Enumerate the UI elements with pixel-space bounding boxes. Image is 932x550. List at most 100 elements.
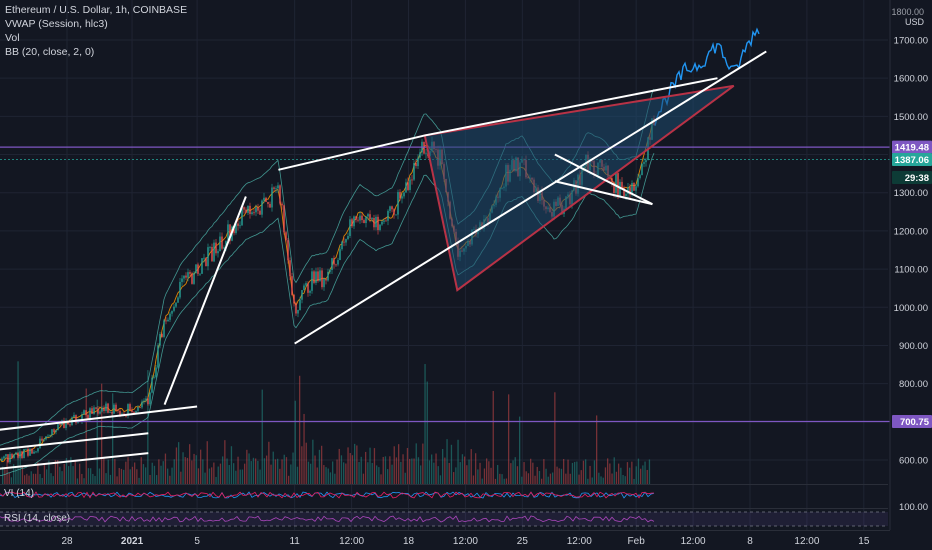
candle-body	[15, 452, 17, 455]
volume-bar	[303, 413, 305, 484]
volume-bar	[369, 447, 371, 484]
volume-bar	[420, 465, 422, 484]
volume-bar	[307, 461, 310, 484]
volume-bar	[466, 465, 468, 484]
candle-body	[309, 290, 311, 293]
vwap-legend[interactable]: VWAP (Session, hlc3)	[5, 18, 108, 30]
trendline-drawings[interactable]	[0, 50, 767, 475]
candle-body	[115, 404, 117, 411]
volume-bar	[314, 455, 316, 484]
candle-body	[623, 187, 625, 196]
symbol-title[interactable]: Ethereum / U.S. Dollar, 1h, COINBASE	[5, 4, 188, 16]
volume-bar	[195, 455, 197, 484]
candle-body	[163, 320, 165, 337]
candle-body	[3, 456, 5, 459]
vi-pane-label[interactable]: VI (14)	[4, 488, 35, 499]
candle-body	[185, 275, 187, 278]
vol-legend[interactable]: Vol	[5, 32, 20, 44]
volume-bar	[468, 459, 470, 484]
candle-body	[53, 429, 55, 432]
candle-body	[73, 415, 75, 418]
candle-body	[135, 410, 137, 413]
candle-body	[341, 241, 343, 250]
candle-body	[111, 411, 113, 414]
candle-body	[119, 410, 121, 416]
y-tick-label: 1200.00	[894, 226, 928, 237]
volume-bar	[422, 443, 424, 484]
candle-body	[621, 181, 623, 188]
volume-bar	[268, 441, 270, 484]
candle-body	[209, 246, 211, 248]
volume-bar	[380, 474, 382, 484]
candle-body	[205, 257, 207, 267]
candle-body	[289, 260, 291, 277]
volume-bar	[48, 460, 50, 484]
rsi-pane-label[interactable]: RSI (14, close)	[4, 513, 71, 524]
volume-bar	[354, 443, 356, 484]
volume-bar	[459, 462, 461, 484]
candle-body	[631, 182, 633, 195]
candle-body	[365, 216, 367, 224]
volume-bar	[400, 461, 402, 484]
volume-bar	[112, 393, 114, 484]
volume-bar	[556, 466, 558, 484]
volume-bar	[406, 447, 409, 484]
price-axis[interactable]: 600.00700.00800.00900.001000.001100.0012…	[889, 0, 932, 550]
volume-bar	[347, 447, 349, 484]
candle-body	[637, 178, 639, 187]
candle-body	[383, 220, 385, 222]
volume-bar	[609, 463, 611, 484]
volume-bar	[376, 465, 378, 484]
volume-bar	[167, 468, 169, 484]
candle-body	[615, 173, 617, 193]
currency-text: USD	[904, 17, 924, 27]
volume-bar	[171, 467, 173, 484]
volume-bar	[149, 474, 151, 484]
candle-body	[293, 294, 295, 304]
volume-bar	[336, 459, 338, 484]
volume-bar	[145, 467, 147, 484]
volume-bar	[285, 457, 288, 484]
candle-body	[329, 269, 331, 272]
volume-bar	[503, 478, 505, 484]
volume-bar	[114, 459, 116, 484]
rsi-band	[0, 512, 888, 526]
candle-body	[153, 376, 155, 378]
candle-body	[303, 285, 305, 291]
volume-bar	[237, 456, 239, 484]
volume-bar	[241, 469, 244, 484]
candle-body	[403, 192, 405, 197]
candle-body	[197, 264, 199, 274]
price-label-text: 700.75	[900, 417, 930, 428]
candle-body	[377, 216, 379, 231]
volume-bar	[239, 469, 241, 484]
candle-body	[55, 430, 57, 432]
bb-legend[interactable]: BB (20, close, 2, 0)	[5, 46, 95, 58]
candle-body	[267, 201, 269, 204]
volume-bar	[387, 469, 389, 484]
volume-bar	[325, 467, 327, 484]
candle-body	[17, 452, 19, 458]
time-axis[interactable]: 28 2021 5 11 12:00 18 12:00 25 12:00 Feb 12:00 8 12:…	[0, 530, 890, 548]
candle-body	[93, 407, 95, 414]
volume-bar	[28, 475, 30, 484]
candle-body	[333, 258, 335, 265]
candle-body	[311, 271, 313, 291]
candle-body	[407, 182, 409, 190]
volume-bar	[200, 449, 202, 484]
candle-body	[253, 212, 255, 214]
volume-bar	[426, 381, 428, 484]
currency-label[interactable]: 1800.00 USD	[891, 7, 924, 27]
price-label-box	[892, 140, 932, 154]
candle-body	[371, 217, 373, 219]
volume-bar	[424, 364, 426, 484]
volume-bar	[626, 462, 629, 484]
candle-body	[331, 258, 333, 270]
volume-bar	[180, 471, 182, 484]
volume-bar	[382, 456, 384, 484]
candle-body	[327, 271, 329, 281]
volume-bar	[501, 474, 503, 484]
volume-bar	[272, 451, 274, 484]
volume-bar	[50, 473, 52, 484]
